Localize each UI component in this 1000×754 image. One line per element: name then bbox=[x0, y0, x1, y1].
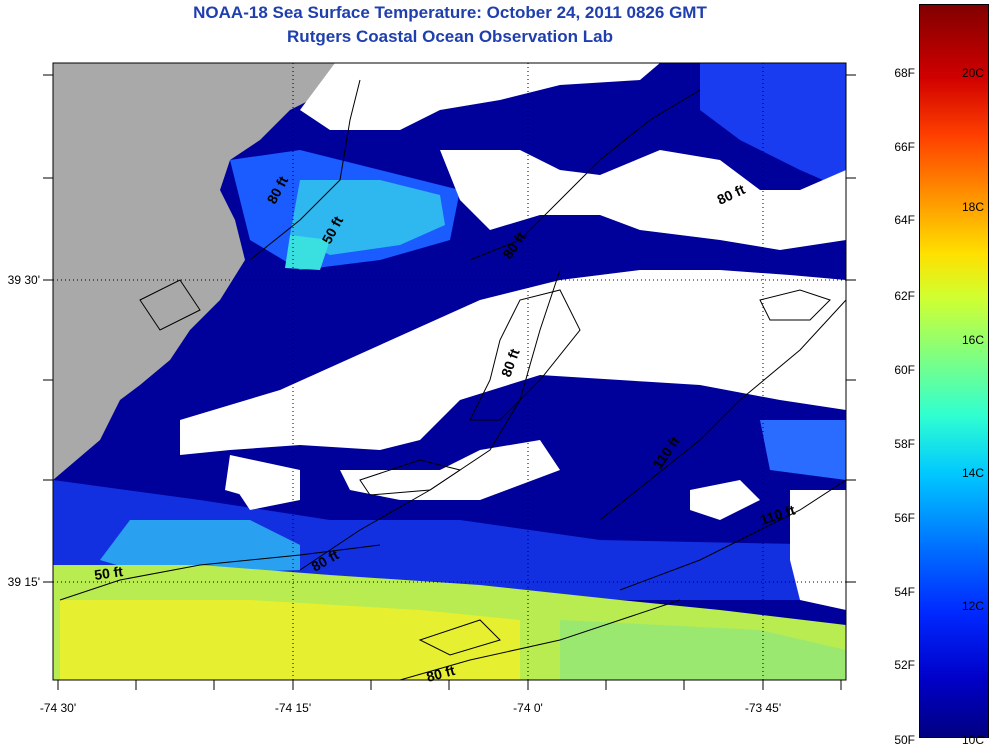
longitude-label: -74 15' bbox=[275, 701, 311, 715]
contour-shoal-5 bbox=[139, 279, 201, 331]
mid-water-east bbox=[760, 420, 846, 480]
cloud-north bbox=[300, 63, 660, 130]
cloud-patch-2 bbox=[340, 440, 560, 500]
colorbar-f-label: 60F bbox=[894, 363, 915, 377]
cyan-water-south bbox=[100, 520, 300, 575]
contour-110ft-southeast bbox=[619, 479, 846, 591]
cloud-northeast bbox=[440, 150, 846, 250]
contour-label: 50 ft bbox=[93, 563, 124, 583]
colorbar-f-label: 68F bbox=[894, 66, 915, 80]
colorbar-c-label: 12C bbox=[962, 599, 985, 613]
contour-shoal-4 bbox=[418, 619, 501, 656]
map-layers bbox=[53, 63, 846, 680]
colorbar-f-label: 66F bbox=[894, 140, 915, 154]
colorbar-f-label: 54F bbox=[894, 585, 915, 599]
colorbar-c-label: 14C bbox=[962, 466, 985, 480]
cloud-southeast bbox=[790, 490, 846, 610]
longitude-label: -74 30' bbox=[40, 701, 76, 715]
contour-80ft-south bbox=[399, 599, 681, 680]
cloud-central bbox=[180, 270, 846, 455]
colorbar-f-label: 56F bbox=[894, 511, 915, 525]
cloud-patch-3 bbox=[690, 480, 760, 520]
colorbar-c-label: 20C bbox=[962, 66, 985, 80]
warm-water-core bbox=[60, 600, 520, 680]
colorbar-frame bbox=[919, 4, 989, 738]
latitude-label: 39 15' bbox=[8, 575, 40, 589]
tick-marks bbox=[43, 74, 856, 690]
contour-shoal-2 bbox=[359, 459, 462, 496]
contour-shoal-3 bbox=[759, 289, 831, 321]
land-new-jersey bbox=[53, 63, 335, 480]
colorbar-f-label: 64F bbox=[894, 213, 915, 227]
colorbar-c-label: 18C bbox=[962, 200, 985, 214]
contour-80ft-north bbox=[469, 89, 701, 261]
colorbar-f-label: 50F bbox=[894, 733, 915, 747]
bathymetry-contours bbox=[59, 79, 846, 680]
colorbar-c-label: 16C bbox=[962, 333, 985, 347]
graticule bbox=[53, 63, 846, 680]
colorbar-c-label: 10C bbox=[962, 733, 985, 747]
longitude-label: -74 0' bbox=[513, 701, 543, 715]
contour-50ft-north bbox=[249, 79, 361, 261]
colorbar-gradient bbox=[919, 4, 989, 738]
map-subtitle: Rutgers Coastal Ocean Observation Lab bbox=[287, 27, 613, 46]
colorbar-f-label: 58F bbox=[894, 437, 915, 451]
cloud-patch-4 bbox=[230, 470, 300, 510]
cyan-water-spot bbox=[285, 235, 330, 270]
longitude-label: -73 45' bbox=[745, 701, 781, 715]
map-title: NOAA-18 Sea Surface Temperature: October… bbox=[193, 3, 707, 22]
warm-water-east bbox=[560, 620, 846, 680]
cyan-water-patch bbox=[290, 180, 445, 255]
mid-water-northeast bbox=[700, 63, 846, 190]
contour-110ft-east bbox=[599, 299, 846, 521]
contour-80ft-mid bbox=[299, 269, 561, 571]
contour-shoal-1 bbox=[469, 289, 581, 421]
latitude-label: 39 30' bbox=[8, 273, 40, 287]
colorbar-f-label: 62F bbox=[894, 289, 915, 303]
contour-label: 80 ft bbox=[425, 662, 457, 685]
colorbar-f-label: 52F bbox=[894, 658, 915, 672]
